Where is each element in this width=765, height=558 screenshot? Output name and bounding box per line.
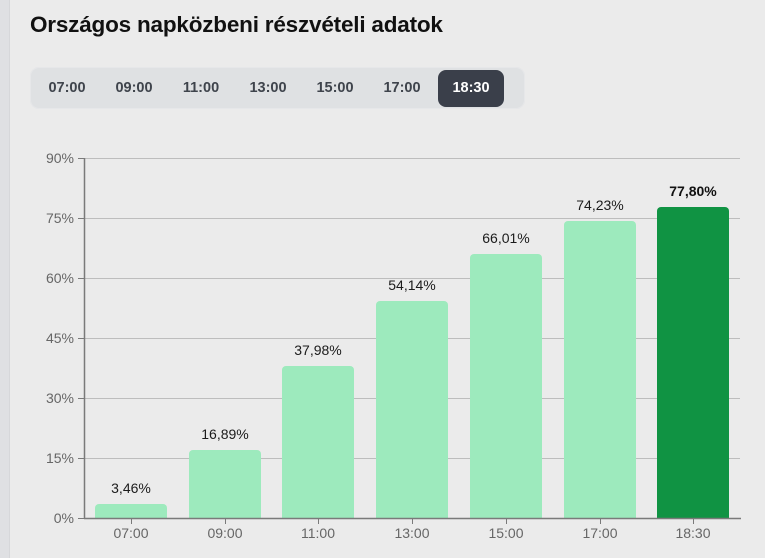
x-tick-label: 17:00	[582, 525, 618, 541]
x-tick-label: 18:30	[675, 525, 711, 541]
tab-1700[interactable]: 17:00	[383, 80, 421, 96]
y-tick-label: 15%	[45, 450, 74, 466]
bar-value-label: 3,46%	[111, 480, 151, 496]
tab-0900[interactable]: 09:00	[115, 80, 153, 96]
y-tick-label: 45%	[45, 330, 74, 346]
bar-1830-highlighted[interactable]	[657, 207, 729, 518]
y-tick-label: 60%	[45, 270, 74, 286]
x-tick-label: 09:00	[207, 525, 243, 541]
x-tick-label: 11:00	[301, 525, 335, 541]
x-tick-label: 15:00	[488, 525, 524, 541]
bar-value-label: 54,14%	[388, 277, 436, 293]
bar-1700[interactable]	[564, 221, 636, 518]
bar-0700[interactable]	[95, 504, 167, 518]
y-tick-label: 75%	[45, 210, 74, 226]
tab-1100[interactable]: 11:00	[182, 80, 220, 96]
bar-1100[interactable]	[282, 366, 354, 518]
tab-1830[interactable]: 18:30	[438, 69, 504, 107]
left-panel-edge	[0, 0, 10, 558]
bar-1300[interactable]	[376, 301, 448, 518]
bar-value-label: 37,98%	[294, 342, 342, 358]
x-tick-label: 07:00	[113, 525, 149, 541]
bar-value-label: 66,01%	[482, 230, 530, 246]
time-tab-bar: 07:00 09:00 11:00 13:00 15:00 17:00 18:3…	[30, 67, 525, 109]
y-tick-label: 0%	[53, 510, 74, 526]
y-tick-label: 90%	[45, 150, 74, 166]
bar-value-label-highlighted: 77,80%	[669, 183, 717, 199]
bar-0900[interactable]	[189, 450, 261, 518]
tab-0700[interactable]: 07:00	[48, 80, 86, 96]
tab-1300[interactable]: 13:00	[249, 80, 287, 96]
tab-1500[interactable]: 15:00	[316, 80, 354, 96]
y-tick-label: 30%	[45, 390, 74, 406]
bar-value-label: 74,23%	[576, 197, 624, 213]
bar-value-label: 16,89%	[201, 426, 249, 442]
x-tick-label: 13:00	[394, 525, 430, 541]
page-title: Országos napközbeni részvételi adatok	[30, 12, 443, 37]
bar-1500[interactable]	[470, 254, 542, 518]
